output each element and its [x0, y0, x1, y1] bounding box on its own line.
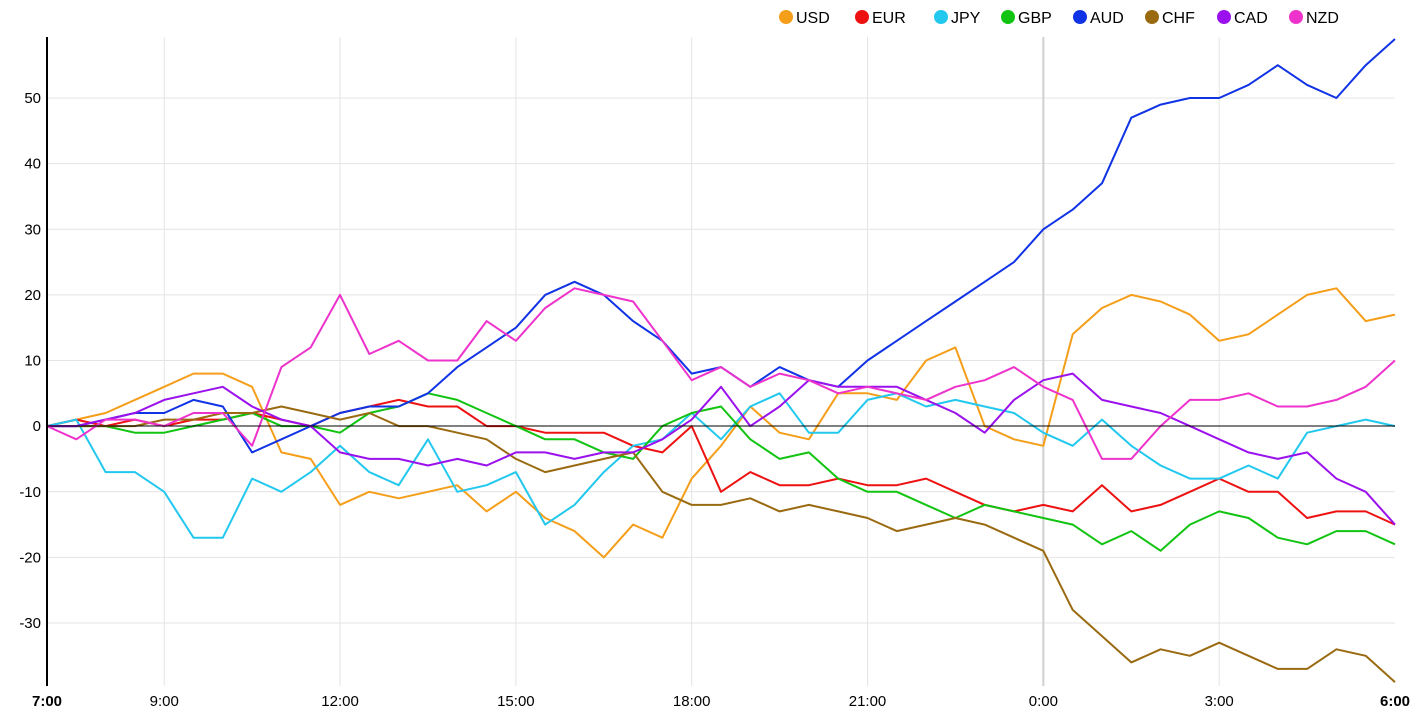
y-tick-label: 40: [24, 156, 41, 173]
legend-item-aud[interactable]: AUD: [1073, 10, 1124, 27]
legend-marker-icon: [1001, 10, 1015, 24]
series-line-eur: [46, 398, 1396, 526]
legend-label: USD: [796, 10, 830, 27]
legend-item-cad[interactable]: CAD: [1217, 10, 1268, 27]
x-tick-label: 9:00: [150, 693, 179, 710]
x-tick-label: 0:00: [1029, 693, 1058, 710]
legend-marker-icon: [1217, 10, 1231, 24]
legend-label: CAD: [1234, 10, 1268, 27]
series-line-jpy: [46, 392, 1396, 539]
legend-marker-icon: [934, 10, 948, 24]
y-tick-label: 10: [24, 353, 41, 370]
legend: USD EUR JPY GBP AUD CHF CAD NZD: [779, 10, 1339, 27]
x-tick-label: 3:00: [1205, 693, 1234, 710]
legend-item-chf[interactable]: CHF: [1145, 10, 1195, 27]
y-tick-label: 30: [24, 221, 41, 238]
legend-label: JPY: [951, 10, 981, 27]
grid: [47, 37, 1395, 686]
legend-label: EUR: [872, 10, 906, 27]
x-tick-label: 6:00: [1380, 693, 1410, 710]
y-tick-label: 50: [24, 90, 41, 107]
legend-marker-icon: [1073, 10, 1087, 24]
legend-label: AUD: [1090, 10, 1124, 27]
y-axis-ticks: -30 -20 -10 0 10 20 30 40 50: [19, 90, 41, 632]
legend-marker-icon: [779, 10, 793, 24]
legend-item-usd[interactable]: USD: [779, 10, 830, 27]
legend-item-gbp[interactable]: GBP: [1001, 10, 1052, 27]
series-line-nzd: [46, 287, 1396, 460]
y-tick-label: 20: [24, 287, 41, 304]
y-tick-label: -20: [19, 549, 41, 566]
x-tick-label: 15:00: [497, 693, 535, 710]
y-tick-label: 0: [33, 418, 41, 435]
series-line-usd: [46, 287, 1396, 559]
x-tick-label: 7:00: [32, 693, 62, 710]
series-line-chf: [47, 405, 1396, 683]
y-tick-label: -30: [19, 615, 41, 632]
y-tick-label: -10: [19, 484, 41, 501]
x-tick-label: 18:00: [673, 693, 711, 710]
legend-item-eur[interactable]: EUR: [855, 10, 906, 27]
x-axis-ticks: 7:00 9:00 12:00 15:00 18:00 21:00 0:00 3:00 6:00: [32, 693, 1410, 710]
legend-label: NZD: [1306, 10, 1339, 27]
series-lines: [46, 38, 1396, 683]
series-line-aud: [47, 38, 1396, 454]
series-line-gbp: [47, 392, 1396, 552]
legend-marker-icon: [855, 10, 869, 24]
legend-label: CHF: [1162, 10, 1195, 27]
legend-item-jpy[interactable]: JPY: [934, 10, 981, 27]
legend-label: GBP: [1018, 10, 1052, 27]
legend-item-nzd[interactable]: NZD: [1289, 10, 1339, 27]
legend-marker-icon: [1145, 10, 1159, 24]
x-tick-label: 21:00: [849, 693, 887, 710]
x-tick-label: 12:00: [321, 693, 359, 710]
legend-marker-icon: [1289, 10, 1303, 24]
